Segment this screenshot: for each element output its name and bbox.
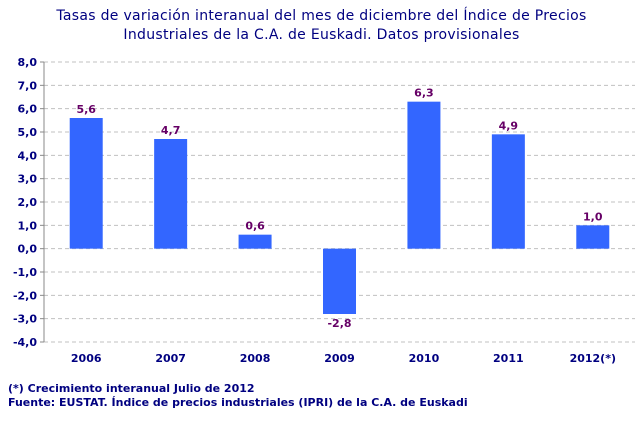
y-tick-label: 5,0 [18, 126, 38, 139]
y-tick-label: 7,0 [18, 79, 38, 92]
title-line-2: Industriales de la C.A. de Euskadi. Dato… [123, 27, 520, 43]
data-label: 0,6 [245, 220, 265, 233]
y-tick-label: -1,0 [13, 266, 37, 279]
y-tick-label: 2,0 [18, 196, 38, 209]
bar [407, 101, 441, 249]
y-tick-label: 6,0 [18, 103, 38, 116]
y-tick-label: -3,0 [13, 313, 37, 326]
y-tick-label: -4,0 [13, 336, 37, 349]
data-label: 1,0 [583, 210, 603, 223]
data-label: 4,7 [161, 124, 181, 137]
y-tick-label: 4,0 [18, 149, 38, 162]
bar [491, 134, 525, 249]
y-tick-label: -2,0 [13, 289, 37, 302]
chart-title: Tasas de variación interanual del mes de… [0, 7, 643, 45]
x-tick-label: 2006 [71, 352, 102, 365]
y-tick-label: 8,0 [18, 56, 38, 69]
data-label: 5,6 [76, 103, 96, 116]
y-tick-label: 0,0 [18, 243, 38, 256]
bar [69, 118, 103, 249]
data-label: -2,8 [327, 317, 351, 330]
y-tick-label: 1,0 [18, 219, 38, 232]
title-line-1: Tasas de variación interanual del mes de… [56, 8, 587, 24]
x-tick-label: 2011 [493, 352, 524, 365]
bar [323, 248, 356, 314]
x-tick-label: 2012(*) [570, 352, 616, 365]
bar [154, 139, 188, 249]
data-label: 4,9 [499, 119, 519, 132]
x-tick-label: 2009 [324, 352, 355, 365]
bar [576, 225, 610, 249]
source-note: Fuente: EUSTAT. Índice de precios indust… [8, 396, 468, 409]
y-tick-label: 3,0 [18, 173, 38, 186]
x-tick-label: 2010 [409, 352, 440, 365]
bar [238, 234, 272, 249]
x-tick-label: 2008 [240, 352, 271, 365]
data-label: 6,3 [414, 87, 434, 100]
x-tick-label: 2007 [155, 352, 186, 365]
footnote: (*) Crecimiento interanual Julio de 2012 [8, 382, 255, 395]
